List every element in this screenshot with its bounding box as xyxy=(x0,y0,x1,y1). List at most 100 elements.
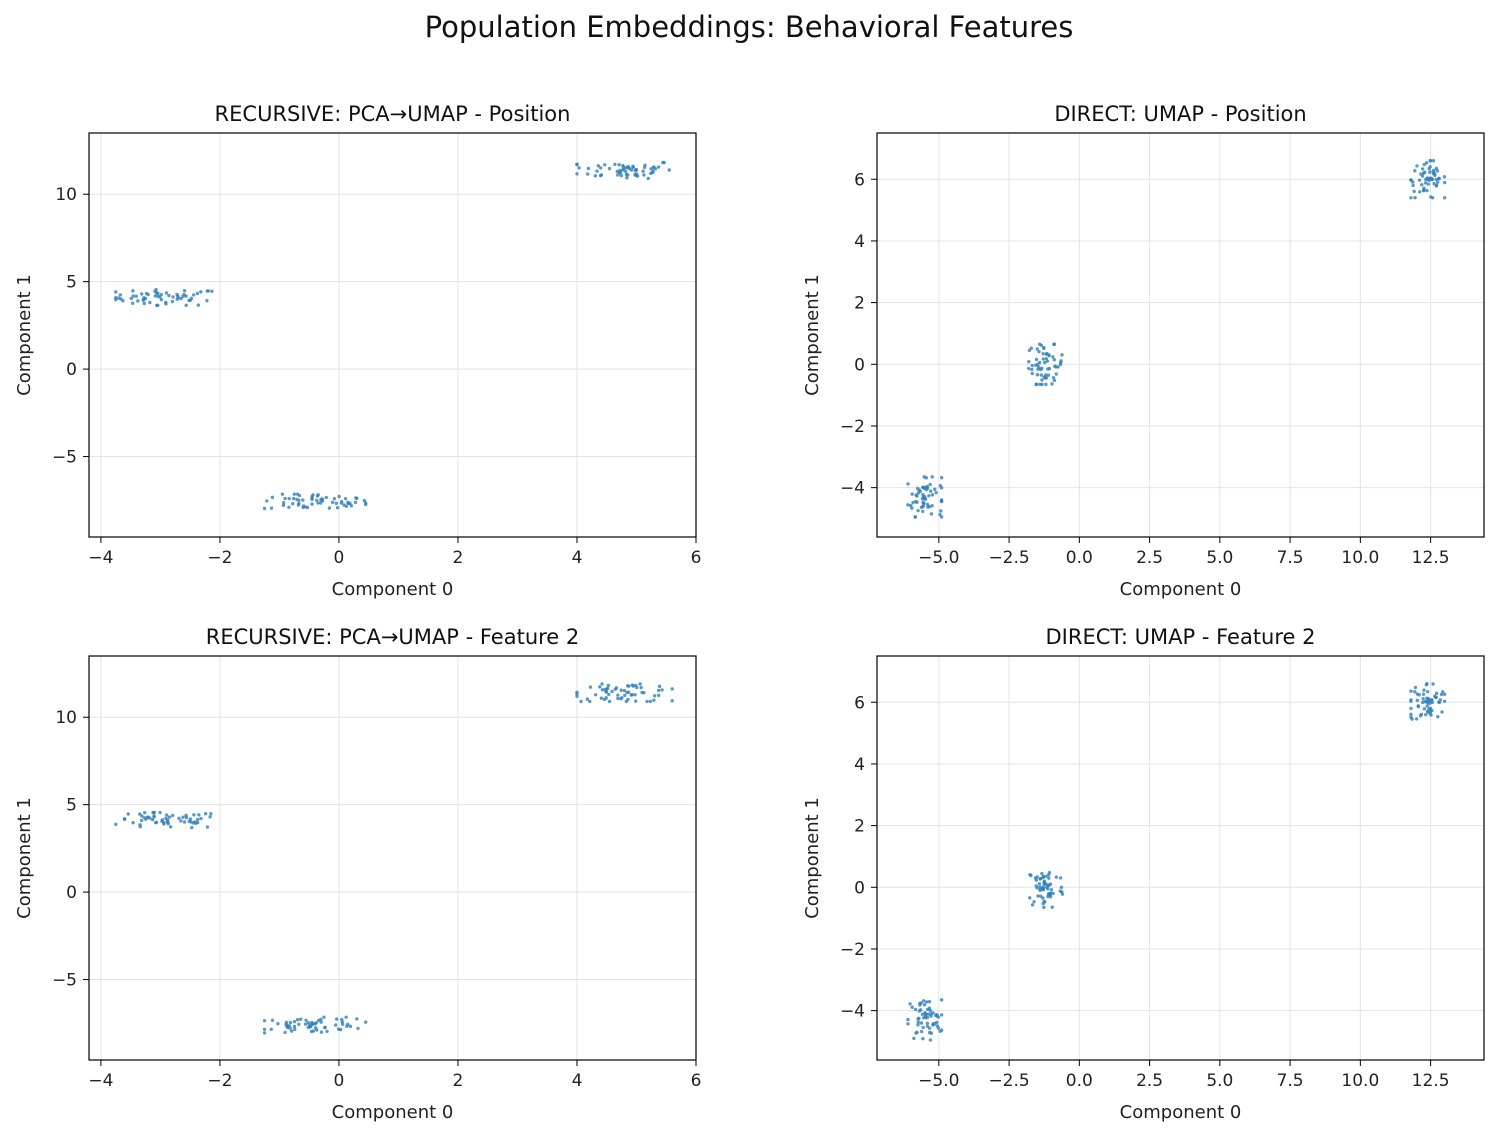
data-point xyxy=(314,1021,318,1025)
y-axis-label: Component 1 xyxy=(14,274,35,396)
data-point xyxy=(295,1017,300,1022)
data-point xyxy=(939,1028,944,1032)
data-point xyxy=(634,699,638,703)
data-point xyxy=(925,1007,930,1012)
data-point xyxy=(607,699,612,704)
data-point xyxy=(938,483,942,488)
data-point xyxy=(310,1020,314,1025)
data-point xyxy=(630,693,634,697)
data-point xyxy=(625,176,629,180)
data-point xyxy=(1041,357,1045,361)
data-point xyxy=(1413,690,1417,694)
data-point xyxy=(209,811,213,816)
data-point xyxy=(280,492,285,496)
data-point xyxy=(353,500,358,505)
data-point xyxy=(1040,871,1044,876)
data-point xyxy=(1047,870,1052,875)
data-point xyxy=(1049,888,1054,892)
data-point xyxy=(906,1017,910,1022)
data-point xyxy=(1039,894,1043,898)
data-point xyxy=(159,292,163,297)
data-point xyxy=(607,166,612,171)
data-point xyxy=(154,287,158,292)
data-point xyxy=(1051,891,1055,896)
data-point xyxy=(126,812,130,816)
data-point xyxy=(276,1022,280,1026)
data-point xyxy=(916,1023,920,1027)
data-point xyxy=(1039,373,1043,377)
data-point xyxy=(1054,875,1059,879)
data-point xyxy=(670,687,674,691)
data-point xyxy=(619,173,623,178)
data-point xyxy=(1059,885,1064,890)
data-point xyxy=(939,476,944,480)
data-point xyxy=(596,164,601,168)
plot-frame xyxy=(876,655,1485,1061)
data-point xyxy=(270,1018,275,1022)
data-point xyxy=(635,174,640,178)
data-point xyxy=(167,815,172,819)
data-point xyxy=(939,498,944,502)
data-point xyxy=(1409,706,1413,711)
data-point xyxy=(284,1022,288,1027)
data-point xyxy=(291,496,296,501)
data-point xyxy=(1430,698,1434,702)
data-point xyxy=(1415,698,1419,703)
data-point xyxy=(1421,189,1426,193)
data-point xyxy=(1425,710,1430,714)
data-point xyxy=(1058,360,1063,365)
data-point xyxy=(1427,707,1431,711)
data-point xyxy=(1029,873,1033,878)
data-point xyxy=(939,509,943,513)
data-point xyxy=(916,508,920,513)
data-point xyxy=(1412,189,1416,194)
data-point xyxy=(349,504,354,508)
data-point xyxy=(1045,885,1049,889)
data-point xyxy=(190,825,194,830)
data-point xyxy=(1436,180,1440,184)
data-point xyxy=(1058,889,1062,893)
data-point xyxy=(910,492,914,496)
y-axis-label: Component 1 xyxy=(802,274,823,396)
data-point xyxy=(292,1024,297,1029)
y-tick-label: 2 xyxy=(854,817,865,837)
data-point xyxy=(639,685,643,690)
data-point xyxy=(1423,170,1427,174)
data-point xyxy=(316,1018,321,1023)
data-point xyxy=(1424,161,1429,165)
data-point xyxy=(332,497,337,501)
data-point xyxy=(1431,159,1436,163)
data-point xyxy=(1032,900,1036,904)
data-point xyxy=(936,1015,941,1019)
data-point xyxy=(288,1020,293,1025)
data-point xyxy=(1434,691,1439,696)
data-point xyxy=(1430,196,1435,200)
data-point xyxy=(129,296,133,301)
data-point xyxy=(1027,366,1031,371)
data-point xyxy=(134,294,139,298)
y-tick-label: 0 xyxy=(66,883,77,903)
data-point xyxy=(1418,190,1422,194)
data-point xyxy=(928,1008,933,1013)
cluster-2 xyxy=(262,492,368,511)
data-point xyxy=(575,690,579,695)
data-point xyxy=(1431,682,1435,686)
data-point xyxy=(1037,342,1042,346)
data-point xyxy=(1426,182,1431,186)
data-point xyxy=(342,503,346,507)
data-point xyxy=(184,294,188,298)
data-point xyxy=(1422,707,1427,711)
data-point xyxy=(168,825,173,829)
x-tick-label: 2 xyxy=(453,548,464,568)
data-point xyxy=(1428,170,1432,174)
data-point xyxy=(131,821,135,825)
data-point xyxy=(599,166,603,170)
cluster-2 xyxy=(1027,342,1064,387)
data-point xyxy=(928,1038,933,1042)
x-tick-label: 7.5 xyxy=(1277,1071,1304,1091)
data-point xyxy=(1428,159,1432,163)
data-point xyxy=(340,499,344,504)
x-tick-label: 4 xyxy=(572,1071,583,1091)
data-point xyxy=(1421,692,1426,696)
data-point xyxy=(136,299,140,303)
